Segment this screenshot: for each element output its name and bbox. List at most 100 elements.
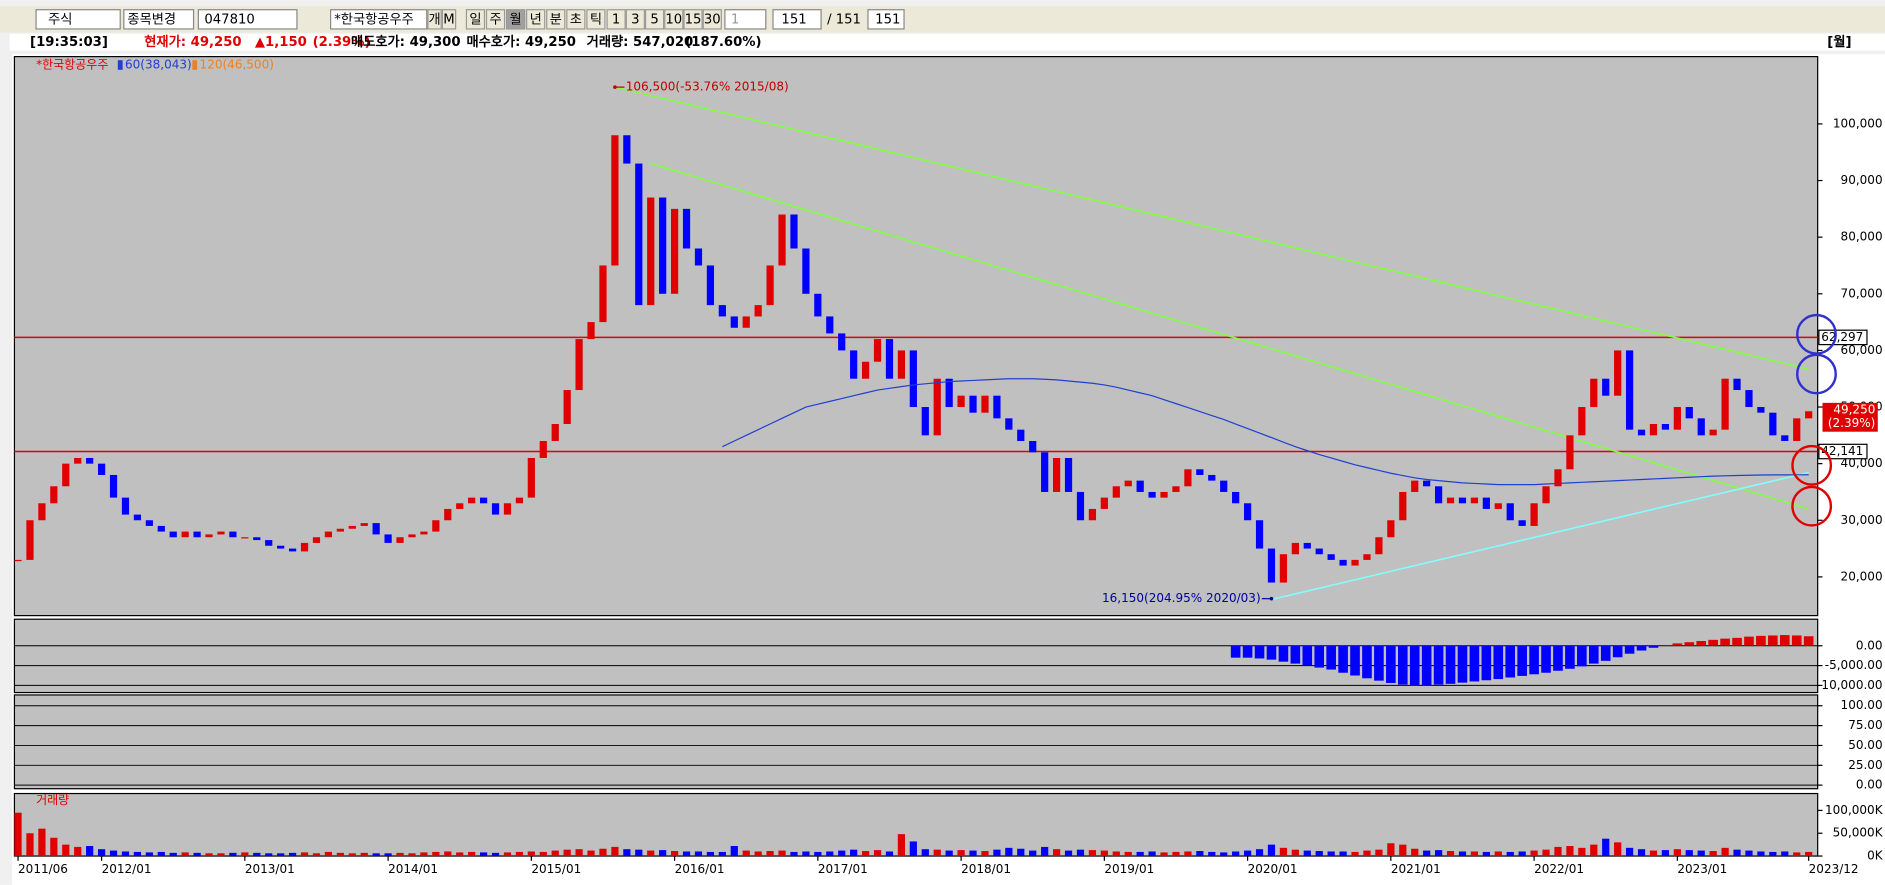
- candle: [897, 350, 906, 379]
- code-input[interactable]: [197, 9, 298, 30]
- action: 종목변경: [127, 11, 176, 27]
- button[interactable]: [485, 9, 506, 30]
- volume-bar: [1602, 838, 1610, 857]
- candle: [1243, 503, 1252, 521]
- button[interactable]: [702, 9, 722, 30]
- volume-bar: [1136, 851, 1144, 857]
- level-label: 62,297: [1821, 330, 1863, 344]
- volume-bar: [682, 851, 691, 857]
- market-select[interactable]: [35, 9, 121, 30]
- annotation: 16,150(204.95% 2020/03): [1102, 591, 1261, 605]
- volume-bar: [1781, 851, 1789, 857]
- volume-bar: [1637, 849, 1646, 857]
- candle: [1387, 520, 1395, 538]
- candle: [1196, 469, 1204, 475]
- volume-bar: [312, 853, 321, 857]
- candle: [396, 537, 404, 543]
- volume-bar: [1614, 842, 1622, 857]
- volume-bar: [336, 852, 344, 857]
- candle: [682, 208, 691, 249]
- x-tick-label: 2013/01: [245, 862, 295, 876]
- osc-bar: [1338, 645, 1348, 673]
- button[interactable]: [441, 9, 457, 30]
- osc-bar: [1648, 645, 1659, 648]
- button-label: 년: [530, 11, 542, 27]
- osc-bar: [1314, 645, 1325, 668]
- candle: [1602, 378, 1610, 396]
- osc-bar: [1588, 645, 1599, 664]
- candle: [50, 486, 58, 504]
- change: ▲1,150: [255, 35, 307, 50]
- volume-bar: [277, 853, 285, 857]
- volume-bar: [1578, 847, 1586, 857]
- volume-bar: [515, 851, 524, 857]
- volume-bar: [778, 850, 786, 857]
- candle: [491, 503, 500, 515]
- volume-bar: [1029, 850, 1037, 857]
- candle: [1112, 486, 1120, 498]
- button[interactable]: [526, 9, 546, 30]
- button[interactable]: [606, 9, 626, 30]
- candle: [826, 316, 834, 334]
- candle: [873, 339, 882, 362]
- candle: [1769, 412, 1777, 436]
- button-label: 일: [469, 11, 481, 27]
- button[interactable]: [644, 9, 665, 30]
- x-tick-label: 2016/01: [675, 862, 725, 876]
- volume-bar: [563, 849, 571, 857]
- volume-bar: [1375, 849, 1383, 857]
- button[interactable]: [625, 9, 645, 30]
- button[interactable]: [546, 9, 566, 30]
- button[interactable]: [427, 9, 442, 30]
- button[interactable]: [465, 9, 486, 30]
- candle: [981, 395, 989, 413]
- candle: [193, 531, 201, 538]
- volume-bar: [145, 852, 153, 857]
- osc-bar: [1505, 645, 1516, 678]
- button[interactable]: [683, 9, 703, 30]
- osc-bar: [1230, 645, 1241, 658]
- button[interactable]: [586, 9, 606, 30]
- volume-bar: [1709, 851, 1717, 857]
- candle: [921, 407, 929, 436]
- candle: [300, 542, 309, 552]
- action-select[interactable]: [123, 9, 195, 30]
- candle: [1518, 520, 1526, 526]
- candle: [1423, 480, 1431, 487]
- osc-bar: [1421, 645, 1432, 686]
- market: 주식: [48, 11, 72, 27]
- annotation: 106,500(-53.76% 2015/08): [626, 80, 789, 94]
- candle: [563, 390, 571, 425]
- button-label: 주: [489, 12, 501, 27]
- button[interactable]: [664, 9, 684, 30]
- candle: [1614, 350, 1622, 396]
- candle: [1375, 537, 1383, 555]
- button-label: 개: [428, 11, 440, 27]
- unit-select[interactable]: [724, 9, 767, 30]
- osc-bar: [1660, 644, 1671, 646]
- candle: [515, 497, 524, 504]
- volume-bar: [169, 852, 177, 857]
- pressed-button: [506, 9, 526, 29]
- candle: [133, 514, 142, 521]
- candle: [205, 534, 213, 538]
- candle: [861, 361, 870, 379]
- volume-bar: [229, 852, 237, 857]
- candle: [74, 457, 82, 464]
- candle: [1793, 418, 1801, 441]
- candle: [229, 531, 237, 538]
- y-tick-label: 0.00: [1856, 638, 1883, 652]
- view-input[interactable]: [867, 9, 905, 30]
- volume-bar: [14, 812, 22, 857]
- candle: [778, 214, 786, 266]
- x-tick-label: 2015/01: [531, 862, 581, 876]
- button[interactable]: [566, 9, 586, 30]
- button[interactable]: [505, 9, 526, 30]
- x-tick-label: 2017/01: [818, 862, 868, 876]
- candle: [109, 474, 118, 498]
- volume-bar: [432, 851, 440, 857]
- volume-bar: [181, 852, 189, 857]
- count-input[interactable]: [772, 9, 822, 30]
- candle: [1136, 480, 1144, 492]
- button-label: 30: [704, 12, 721, 27]
